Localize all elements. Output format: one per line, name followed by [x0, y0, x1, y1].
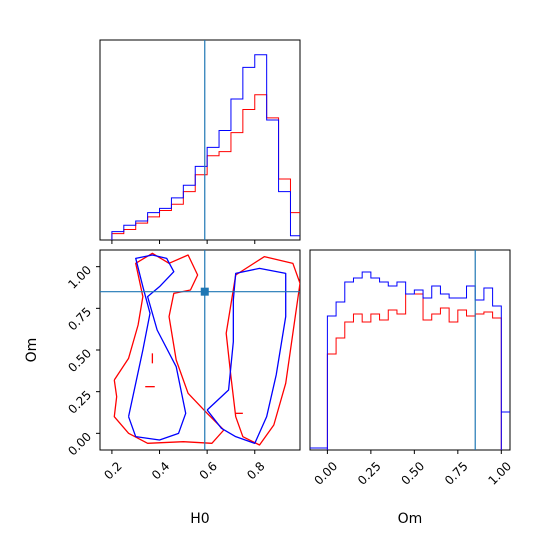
- x-tick-label: 0.00: [312, 459, 341, 488]
- x-tick-label: 0.50: [398, 459, 427, 488]
- truth-marker: [200, 287, 209, 296]
- histogram-H0-blue-series: [111, 54, 300, 240]
- y-tick-label: 1.00: [65, 263, 94, 292]
- x-tick-label: 0.4: [149, 459, 172, 482]
- histogram-H0-frame: [99, 39, 301, 241]
- x-tick-label: 0.8: [244, 459, 267, 482]
- x-tick-label: 0.6: [197, 459, 220, 482]
- contour-red-0: [113, 252, 225, 444]
- contour-blue-2: [127, 254, 187, 441]
- y-axis-label-Om: Om: [24, 338, 40, 363]
- x-tick-label: 0.25: [355, 459, 384, 488]
- histogram-Om-panel: Om 0.00 0.25 0.50 0.75 1.00: [309, 249, 514, 527]
- y-tick-label: 0.75: [65, 305, 94, 334]
- x-tick-label: 1.00: [485, 459, 514, 488]
- y-tick-label: 0.25: [65, 388, 94, 417]
- y-tick-label: 0.50: [65, 346, 94, 375]
- histogram-Om-frame: [309, 249, 511, 451]
- x-axis-label-Om: Om: [398, 511, 423, 527]
- x-tick-label: 0.2: [101, 459, 124, 482]
- y-tick-label: 0.00: [65, 430, 94, 459]
- contour-blue-3: [206, 267, 287, 444]
- contour-H0-Om-panel: H0 Om 0.2 0.4 0.6 0.8 0.00 0.25 0.50 0.75 1.00: [24, 249, 301, 527]
- x-tick-label: 0.75: [442, 459, 471, 488]
- histogram-H0-panel: [99, 39, 301, 244]
- x-axis-label-H0: H0: [190, 511, 209, 527]
